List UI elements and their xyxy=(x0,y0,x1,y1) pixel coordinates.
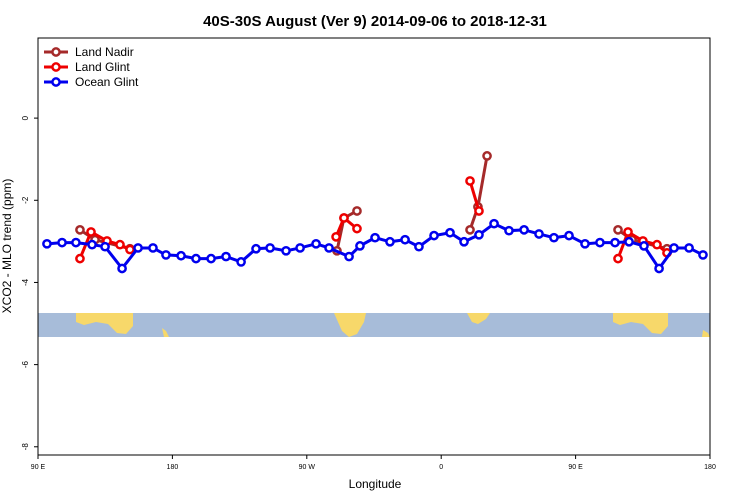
y-tick-label: -6 xyxy=(21,361,30,369)
point xyxy=(251,243,261,254)
map-strip xyxy=(38,313,710,337)
point xyxy=(125,244,135,255)
point xyxy=(474,206,484,216)
point xyxy=(281,245,291,256)
y-tick-label: 0 xyxy=(21,115,30,120)
point xyxy=(87,239,97,250)
point xyxy=(100,241,110,252)
point xyxy=(669,243,679,253)
point xyxy=(265,243,275,253)
point xyxy=(339,213,349,223)
legend-label: Land Nadir xyxy=(75,45,134,59)
point xyxy=(206,253,216,264)
plot-frame xyxy=(37,37,711,456)
point xyxy=(474,229,484,240)
chart-title: 40S-30S August (Ver 9) 2014-09-06 to 201… xyxy=(203,13,547,30)
point xyxy=(324,243,334,253)
x-tick-label: 90 E xyxy=(31,464,46,471)
point xyxy=(115,239,125,250)
series-line xyxy=(46,221,704,272)
point xyxy=(482,151,492,161)
point xyxy=(352,206,362,216)
point xyxy=(344,251,354,262)
x-tick-label: 0 xyxy=(439,464,443,471)
point xyxy=(221,251,231,262)
legend-marker xyxy=(51,47,61,57)
point xyxy=(117,263,127,274)
x-tick-label: 180 xyxy=(167,464,179,471)
legend-marker xyxy=(51,77,61,87)
point xyxy=(445,227,455,238)
point xyxy=(191,253,201,264)
point xyxy=(564,230,574,241)
x-tick-label: 180 xyxy=(704,464,716,471)
point xyxy=(331,231,341,242)
point xyxy=(414,241,424,252)
legend-label: Land Glint xyxy=(75,60,130,74)
point xyxy=(580,238,590,249)
point xyxy=(623,227,633,237)
point xyxy=(534,229,544,239)
point xyxy=(684,243,694,253)
point xyxy=(613,253,623,264)
point xyxy=(370,232,380,243)
point xyxy=(489,218,499,229)
point xyxy=(549,232,559,243)
x-axis-label: Longitude xyxy=(349,477,402,491)
point xyxy=(236,257,246,267)
point xyxy=(639,241,649,251)
point xyxy=(148,243,158,253)
point xyxy=(504,225,514,236)
legend-label: Ocean Glint xyxy=(75,75,139,89)
point xyxy=(385,236,395,247)
point xyxy=(400,234,410,245)
y-tick-label: -2 xyxy=(21,196,30,204)
point xyxy=(652,239,662,250)
point xyxy=(86,227,96,237)
y-tick-label: -8 xyxy=(21,443,30,451)
x-tick-label: 90 W xyxy=(299,464,316,471)
x-tick-label: 90 E xyxy=(568,464,583,471)
point xyxy=(352,223,362,234)
point xyxy=(57,237,67,248)
point xyxy=(624,236,634,247)
point xyxy=(311,238,321,249)
point xyxy=(133,243,143,253)
point xyxy=(75,253,85,264)
point xyxy=(75,225,85,235)
point xyxy=(465,176,475,186)
legend-marker xyxy=(51,62,61,72)
point xyxy=(161,250,171,260)
point xyxy=(42,238,52,249)
series-line xyxy=(78,180,668,260)
point xyxy=(654,263,664,274)
y-tick-label: -4 xyxy=(21,278,30,286)
point xyxy=(71,237,81,248)
y-axis-label: XCO2 - MLO trend (ppm) xyxy=(0,179,14,314)
point xyxy=(465,225,475,235)
point xyxy=(176,250,186,261)
point xyxy=(355,241,365,251)
point xyxy=(429,230,439,241)
point xyxy=(613,225,623,235)
point xyxy=(459,236,469,247)
point xyxy=(610,237,620,248)
point xyxy=(595,237,605,248)
point xyxy=(519,225,529,235)
point xyxy=(698,250,708,260)
point xyxy=(295,243,305,253)
